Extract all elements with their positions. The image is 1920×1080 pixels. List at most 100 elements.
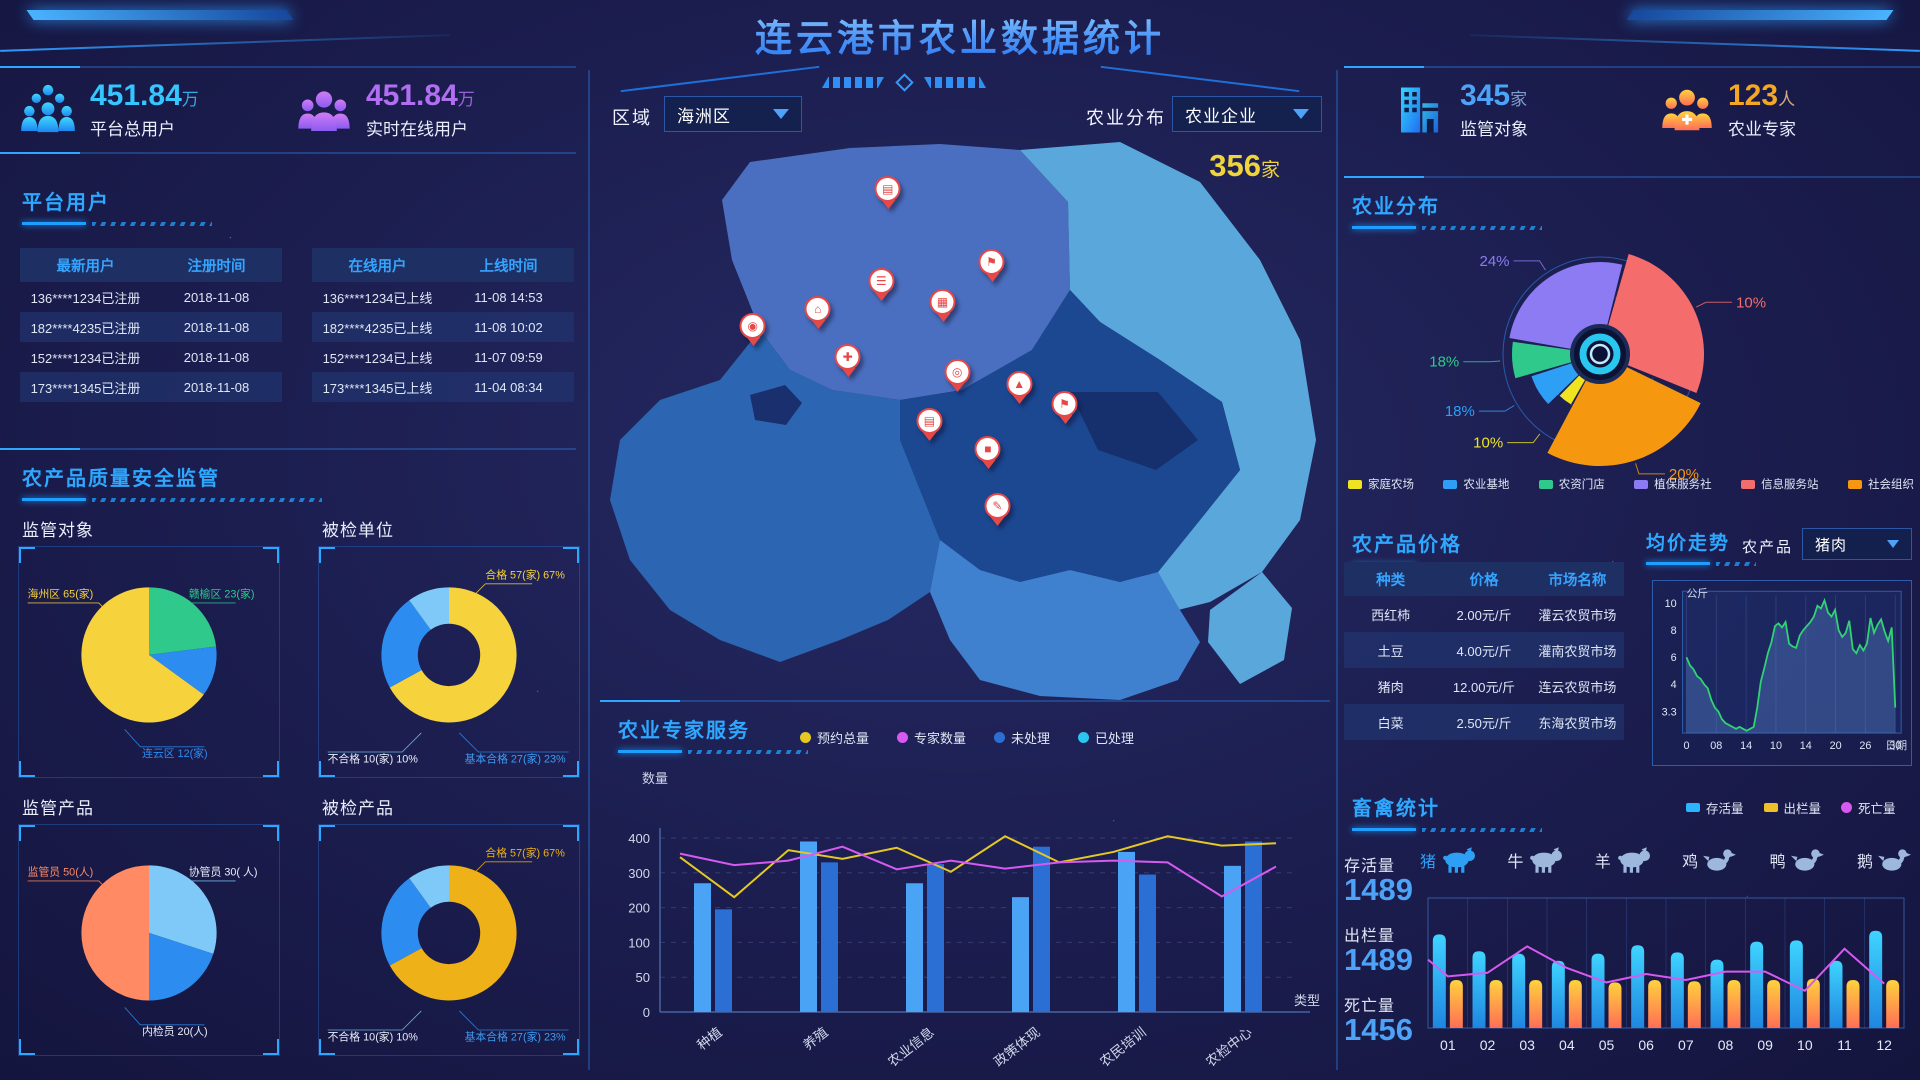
table-cell: 12.00元/斤 [1452,679,1516,695]
legend-item-农资门店[interactable]: 农资门店 [1538,476,1605,492]
svg-text:连云区 12(家): 连云区 12(家) [142,746,208,760]
stat-unit: 万 [457,90,475,109]
legend-label: 存活量 [1706,802,1744,816]
map-pin[interactable]: ■ [974,435,1002,470]
checked-product-donut-chart: 合格 57(家) 67% 基本合格 27(家) 23% 不合格 10(家) 10% [328,846,569,1043]
supervise-product-pie-chart: 协管员 30( 人) 内检员 20(人) 监管员 50(人) [27,865,257,1038]
column-header: 上线时间 [443,248,574,282]
map-pin[interactable]: ⌂ [804,295,832,330]
animal-tab-猪[interactable]: 猪 [1420,846,1476,874]
map-pin-icon: ▲ [1006,370,1033,397]
legend-item-存活量[interactable]: 存活量 [1686,798,1744,817]
table-cell: 11-08 10:02 [474,319,543,335]
animal-tab-鸡[interactable]: 鸡 [1682,846,1737,874]
distribution-select-value: 农业企业 [1185,106,1257,126]
divider [600,700,1330,702]
stat-label: 平台总用户 [90,119,175,139]
chart-subtitle: 被检产品 [322,799,394,818]
table-cell: 152****1234已上线 [322,350,433,366]
animal-tab-鸭[interactable]: 鸭 [1770,846,1825,874]
divider [1344,176,1920,178]
svg-text:14: 14 [1800,740,1812,752]
animal-tab-鹅[interactable]: 鹅 [1857,846,1912,874]
svg-text:不合格 10(家) 10%: 不合格 10(家) 10% [328,1029,419,1043]
stat-supervised: 345家 监管对象 [1392,80,1528,140]
map-pin[interactable]: ✎ [984,492,1011,527]
legend-item-农业基地[interactable]: 农业基地 [1443,476,1509,492]
svg-text:日期: 日期 [1885,739,1907,752]
legend-item-信息服务站[interactable]: 信息服务站 [1741,476,1819,492]
legend-item-已处理[interactable]: 已处理 [1078,728,1134,747]
region-select[interactable]: 海洲区 [664,96,802,132]
svg-text:400: 400 [628,831,650,846]
map-pin[interactable]: ◎ [944,359,971,393]
svg-text:10: 10 [1770,740,1782,752]
legend-item-预约总量[interactable]: 预约总量 [800,728,869,747]
section-livestock: 畜禽统计 [1352,792,1542,832]
product-select[interactable]: 猪肉 [1802,528,1912,560]
section-underline [1352,826,1542,832]
map-pin[interactable]: ✚ [834,344,862,378]
section-underline [1352,224,1542,230]
table-cell: 2.50元/斤 [1456,715,1512,731]
map-pin[interactable]: ▦ [929,289,957,323]
header-decoration [895,73,914,92]
svg-text:300: 300 [628,866,650,881]
svg-text:10: 10 [1797,1037,1813,1053]
svg-text:海州区 65(家): 海州区 65(家) [28,587,94,601]
map-regions [610,142,1316,700]
map-pin[interactable]: ▤ [874,176,902,210]
chevron-down-icon [1887,540,1899,548]
svg-text:合格 57(家) 67%: 合格 57(家) 67% [485,846,565,860]
column-divider [1336,70,1338,1070]
legend-item-未处理[interactable]: 未处理 [994,728,1050,747]
map-pin-icon: ⌂ [804,295,831,322]
bird-icon [1790,849,1824,871]
table-row: 136****1234已上线 11-08 14:53 [312,282,574,312]
table-cell: 182****4235已上线 [322,320,433,336]
map-pin-icon: ✚ [834,344,861,370]
map-pin[interactable]: ▲ [1006,370,1033,405]
table-header-row: 最新用户 注册时间 [20,248,282,282]
svg-text:18%: 18% [1429,354,1459,371]
map-pin[interactable]: ☰ [868,267,895,302]
map-pin-icon: ▤ [916,407,943,434]
quadruped-icon [1530,847,1563,873]
quadruped-icon [1443,847,1476,873]
svg-text:11: 11 [1837,1037,1852,1053]
map-pin[interactable]: ▤ [916,407,943,442]
legend-item-植保服务社[interactable]: 植保服务社 [1634,476,1712,492]
table-cell: 灌南农贸市场 [1538,643,1617,659]
legend-item-家庭农场[interactable]: 家庭农场 [1348,476,1414,492]
legend-item-出栏量[interactable]: 出栏量 [1763,798,1821,817]
map-pin[interactable]: ⚑ [1051,391,1079,425]
column-divider [588,70,590,1070]
map-pin[interactable]: ⚑ [978,248,1006,283]
map-pin-layer: ▤ ⚑ ☰ ▦ ⌂ ◉ ✚ ◎ ▲ ⚑ ▤ ■ ✎ [600,140,1330,700]
legend-item-专家数量[interactable]: 专家数量 [897,728,966,747]
chart-box-checked-unit: 合格 57(家) 67% 基本合格 27(家) 23% 不合格 10(家) 10% [318,546,580,778]
trend-chart-box: 0 08 14 10 14 20 26 30 10 8 6 4 3.3 公斤 日期 [1652,580,1912,766]
svg-text:不合格 10(家) 10%: 不合格 10(家) 10% [328,751,419,765]
legend-label: 死亡量 [1858,802,1896,816]
legend-label: 社会组织 [1867,479,1914,491]
distribution-select[interactable]: 农业企业 [1172,96,1322,132]
stat-value: 345 [1460,79,1511,112]
expert-service-chart: 0 50 100 200 300 400 种植 养殖 农业信息 政策体现 农民培训 农检中心 [628,828,1310,1070]
animal-tab-羊[interactable]: 羊 [1595,846,1650,874]
section-underline [618,748,808,754]
ls-stat-label: 出栏量 [1344,928,1396,945]
quadruped-icon [1617,847,1650,873]
chart-box-supervise-target: 赣榆区 23(家) 连云区 12(家) 海州区 65(家) [18,546,280,778]
legend-item-死亡量[interactable]: 死亡量 [1841,798,1896,817]
legend-marker [994,732,1006,743]
animal-tab-牛[interactable]: 牛 [1507,846,1563,874]
table-cell: 2018-11-08 [183,349,250,365]
animal-label: 牛 [1507,854,1524,871]
svg-text:24%: 24% [1480,253,1510,270]
column-header: 在线用户 [312,248,443,282]
legend-marker [1841,802,1853,813]
legend-item-社会组织[interactable]: 社会组织 [1847,476,1914,492]
legend-marker [1538,479,1553,489]
map-pin[interactable]: ◉ [739,313,767,347]
